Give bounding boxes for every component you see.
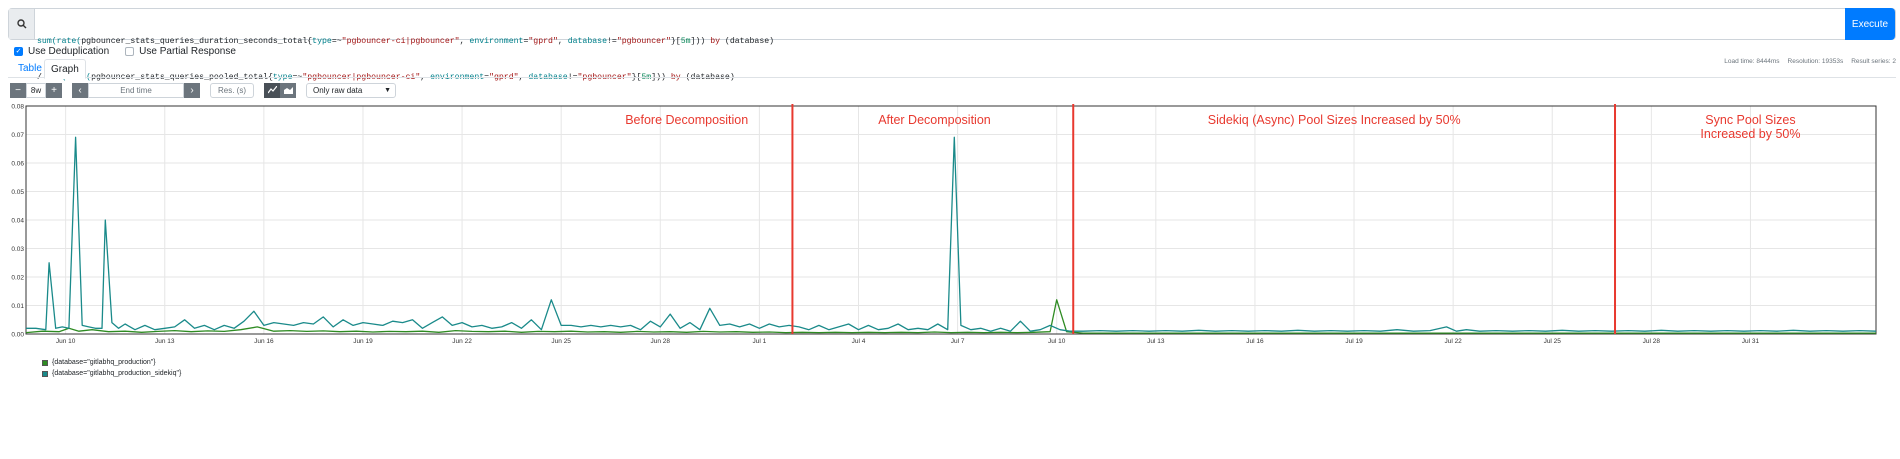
query-token: type [312, 37, 332, 46]
query-token: = [523, 37, 529, 46]
x-tick-label: Jun 10 [56, 338, 76, 345]
series-line-1 [25, 299, 1876, 334]
annotation-label: Increased by 50% [1700, 127, 1800, 141]
legend-label: {database="gitlabhq_production"} [52, 359, 156, 366]
legend-swatch [42, 359, 48, 366]
range-input[interactable]: 8w [26, 82, 46, 98]
query-token: (database) [720, 37, 775, 46]
dedup-checkbox[interactable]: ✓ Use Deduplication [14, 46, 109, 57]
query-token: pgbouncer_stats_queries_duration_seconds… [81, 37, 313, 46]
x-tick-label: Jun 25 [551, 338, 571, 345]
query-token: by [710, 37, 721, 46]
x-tick-label: Jul 4 [852, 338, 866, 345]
search-icon [9, 9, 35, 39]
x-tick-label: Jul 16 [1246, 338, 1264, 345]
x-tick-label: Jul 25 [1544, 338, 1562, 345]
graph-controls: − 8w + ‹ End time › Res. (s) Only raw da… [10, 82, 396, 98]
dedup-label: Use Deduplication [28, 46, 110, 57]
query-token: sum(rate( [37, 37, 82, 46]
decrease-range-button[interactable]: − [10, 82, 26, 98]
x-tick-label: Jul 28 [1643, 338, 1661, 345]
query-token: ])) [690, 37, 711, 46]
downsampling-select[interactable]: Only raw data ▼ [306, 82, 396, 98]
load-time: Load time: 8444ms [1724, 58, 1780, 65]
execute-button[interactable]: Execute [1845, 8, 1895, 40]
y-tick-label: 0.04 [11, 218, 24, 225]
resolution-input[interactable]: Res. (s) [210, 82, 254, 98]
line-chart-icon[interactable] [264, 82, 280, 98]
next-time-button[interactable]: › [184, 82, 200, 98]
view-tabs: Table Graph [8, 59, 1896, 79]
y-tick-label: 0.01 [11, 303, 24, 310]
query-token: "pgbouncer" [616, 37, 671, 46]
x-tick-label: Jul 19 [1345, 338, 1363, 345]
time-series-graph[interactable]: 0.08 0.07 0.06 0.05 0.04 0.03 0.02 0.01 0.00 Jun … [0, 100, 1900, 350]
x-tick-label: Jul 1 [753, 338, 767, 345]
x-tick-label: Jul 22 [1444, 338, 1462, 345]
query-token: =~ [331, 37, 342, 46]
tab-graph[interactable]: Graph [44, 59, 86, 79]
y-tick-label: 0.08 [11, 104, 24, 111]
plot-border [25, 105, 1877, 335]
legend-label: {database="gitlabhq_production_sidekiq"} [52, 370, 182, 377]
legend-item[interactable]: {database="gitlabhq_production_sidekiq"} [42, 368, 181, 379]
annotation-label: Sidekiq (Async) Pool Sizes Increased by … [1208, 113, 1461, 127]
legend-swatch [42, 370, 48, 377]
query-token: "pgbouncer-ci|pgbouncer" [341, 37, 460, 46]
query-stats: Load time: 8444ms Resolution: 19353s Res… [1724, 58, 1896, 65]
x-tick-label: Jun 13 [155, 338, 175, 345]
y-tick-label: 0.06 [11, 161, 24, 168]
x-tick-label: Jul 7 [951, 338, 965, 345]
query-token: environment [469, 37, 524, 46]
query-token: , [557, 37, 568, 46]
query-line-1: sum(rate(pgbouncer_stats_queries_duratio… [37, 36, 774, 48]
x-tick-label: Jun 22 [452, 338, 472, 345]
unchecked-box-icon [125, 47, 135, 56]
x-tick-label: Jul 13 [1147, 338, 1165, 345]
y-tick-label: 0.00 [11, 332, 24, 339]
checkmark-icon: ✓ [14, 47, 23, 56]
query-editor[interactable]: sum(rate(pgbouncer_stats_queries_duratio… [8, 8, 1896, 82]
partial-response-label: Use Partial Response [139, 46, 236, 57]
increase-range-button[interactable]: + [46, 82, 62, 98]
y-tick-label: 0.03 [11, 246, 24, 253]
resolution: Resolution: 19353s [1787, 58, 1844, 65]
chevron-down-icon: ▼ [384, 86, 391, 94]
end-time-input[interactable]: End time [88, 82, 184, 98]
result-series: Result series: 2 [1851, 58, 1896, 65]
query-token: 5m [680, 37, 691, 46]
query-token: }[ [670, 37, 681, 46]
query-token: database [567, 37, 607, 46]
annotation-label: Sync Pool Sizes [1705, 113, 1795, 127]
legend: {database="gitlabhq_production"} {databas… [42, 357, 181, 379]
partial-response-checkbox[interactable]: Use Partial Response [125, 46, 236, 57]
query-token: "gprd" [528, 37, 558, 46]
stacked-chart-icon[interactable] [280, 82, 296, 98]
tab-table[interactable]: Table [18, 62, 42, 74]
downsampling-value: Only raw data [313, 85, 363, 95]
y-tick-label: 0.05 [11, 189, 24, 196]
annotation-label: After Decomposition [878, 113, 991, 127]
query-token: , [459, 37, 470, 46]
annotation-label: Before Decomposition [625, 113, 748, 127]
query-token: != [607, 37, 617, 46]
prev-time-button[interactable]: ‹ [72, 82, 88, 98]
y-tick-label: 0.02 [11, 275, 24, 282]
y-tick-label: 0.07 [11, 132, 24, 139]
x-tick-label: Jul 10 [1048, 338, 1066, 345]
x-tick-label: Jun 28 [651, 338, 671, 345]
series-line-2 [26, 136, 1877, 332]
legend-item[interactable]: {database="gitlabhq_production"} [42, 357, 181, 368]
x-tick-label: Jul 31 [1742, 338, 1760, 345]
x-tick-label: Jun 16 [254, 338, 274, 345]
x-tick-label: Jun 19 [353, 338, 373, 345]
